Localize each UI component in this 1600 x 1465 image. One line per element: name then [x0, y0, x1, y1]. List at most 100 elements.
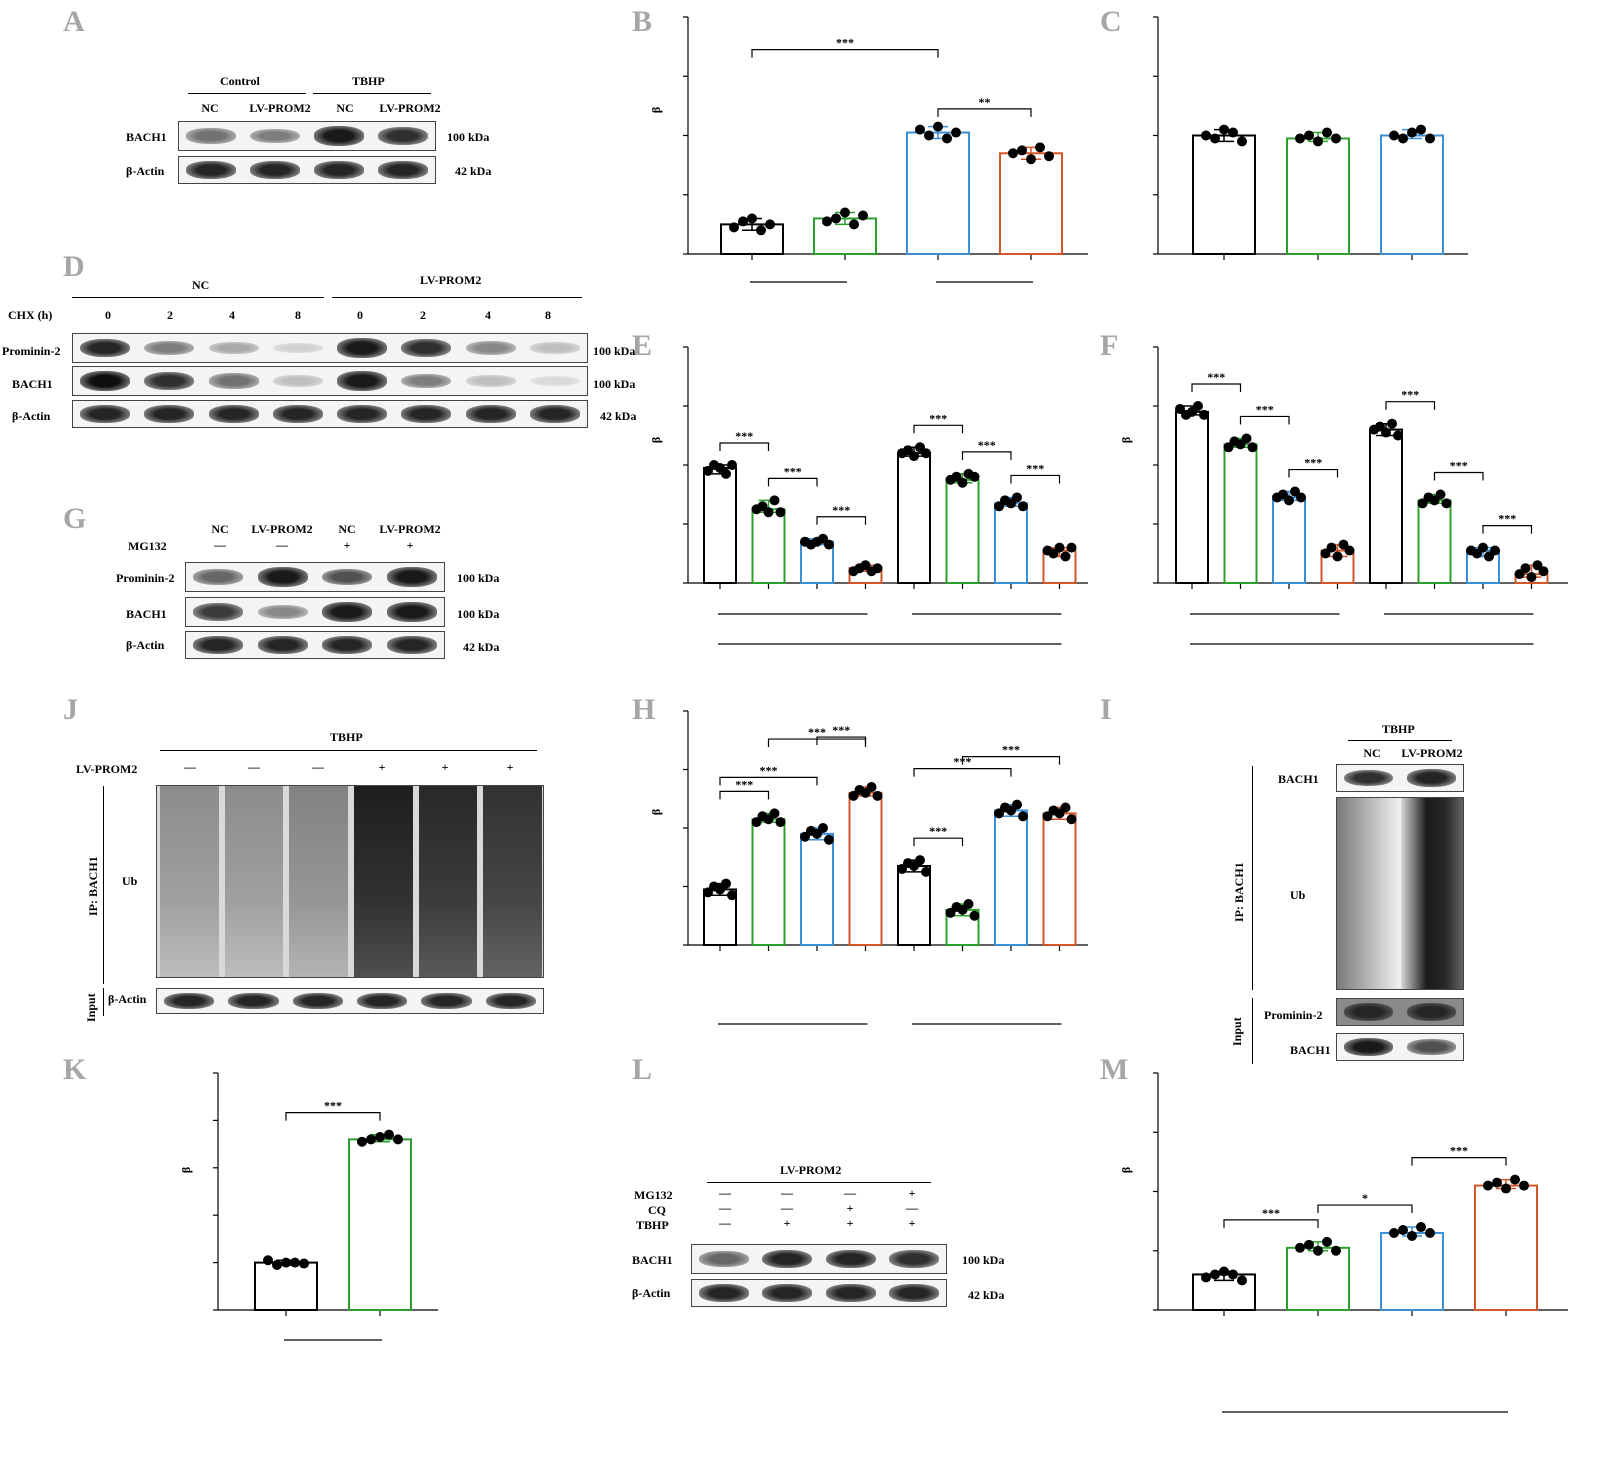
panel-g-blot-prominin2: [185, 562, 445, 592]
chart-c-point: [1425, 133, 1435, 144]
chart-k-sig-label: ***: [324, 1099, 342, 1113]
chart-h-point: [775, 817, 786, 828]
panel-g-blot-actin: [185, 631, 445, 659]
chart-b-point: [831, 213, 841, 224]
panel-l-treat: —: [719, 1216, 731, 1230]
chart-b-point: [729, 222, 739, 233]
panel-i-ub-smear: [1336, 797, 1464, 990]
chart-b-point: [1035, 142, 1045, 153]
panel-j-ub-label: Ub: [122, 874, 138, 888]
blot-band: [698, 1284, 749, 1302]
chart-h-point: [969, 910, 980, 921]
chart-e-sig-label: ***: [978, 438, 996, 452]
panel-j-actin-label: β-Actin: [108, 992, 147, 1006]
panel-l-blot-actin: [691, 1279, 947, 1307]
blot-band: [401, 338, 452, 358]
panel-a-col: LV-PROM2: [249, 101, 311, 115]
ub-smear-lane: [289, 786, 348, 977]
blot-band: [322, 568, 373, 586]
blot-band: [144, 340, 195, 356]
chart-m-point: [1201, 1272, 1211, 1283]
panel-d-group-line: [72, 297, 324, 298]
blot-band: [465, 375, 516, 387]
blot-band: [825, 1284, 876, 1302]
panel-j-ub-smear: [156, 785, 544, 978]
panel-i-input-bracket: [1252, 998, 1253, 1064]
blot-band: [322, 636, 373, 654]
chart-m-point: [1416, 1222, 1426, 1233]
chart-e-point: [921, 448, 931, 459]
blot-band: [257, 604, 308, 620]
chart-m-sig-label: *: [1362, 1191, 1368, 1205]
blot-band: [250, 128, 300, 144]
panel-j-lv: —: [184, 760, 196, 774]
panel-i-group: TBHP: [1382, 722, 1415, 736]
blot-band: [1343, 1003, 1394, 1021]
blot-band: [529, 405, 580, 423]
chart-e-sig-bracket: [961, 451, 1012, 460]
chart-b-sig-label: ***: [836, 36, 854, 50]
chart-k-sig-bracket: [285, 1112, 381, 1121]
panel-l-kda: 100 kDa: [962, 1253, 1005, 1267]
chart-m-point: [1228, 1269, 1238, 1280]
panel-i-row-label: BACH1: [1278, 772, 1319, 786]
chart-b-point: [822, 216, 832, 227]
chart-e-sig-label: ***: [1026, 461, 1044, 475]
chart-c-point: [1398, 133, 1408, 144]
panel-j-lv: —: [248, 760, 260, 774]
chart-m-point: [1219, 1266, 1229, 1277]
chart-k-point: [272, 1259, 282, 1270]
chart-e-point: [957, 477, 968, 488]
chart-b-point: [756, 225, 766, 236]
chart-f-point: [1296, 492, 1306, 503]
chart-h-point: [1060, 802, 1071, 813]
panel-d-time: 0: [105, 308, 111, 322]
panel-letter-h: H: [632, 693, 656, 726]
chart-b-point: [915, 124, 925, 135]
chart-f-sig-label: ***: [1207, 370, 1225, 384]
panel-g-kda: 100 kDa: [457, 571, 500, 585]
ub-smear-lane: [224, 786, 284, 977]
panel-g-mg132: —: [276, 538, 288, 552]
chart-c-bar: [1286, 137, 1350, 255]
chart-e-point: [775, 507, 786, 518]
panel-d-row-label: BACH1: [12, 377, 53, 391]
panel-l-group: LV-PROM2: [780, 1163, 842, 1177]
chart-e-bar: [703, 466, 737, 585]
ub-smear-lane: [483, 786, 542, 977]
blot-band: [825, 1249, 876, 1269]
chart-m-sig-label: ***: [1450, 1144, 1468, 1158]
chart-e-sig-label: ***: [832, 503, 850, 517]
blot-band: [228, 993, 279, 1009]
panel-a-kda: 42 kDa: [455, 164, 492, 178]
panel-letter-g: G: [63, 502, 87, 535]
chart-e-point: [824, 539, 834, 550]
panel-j-group: TBHP: [330, 730, 363, 744]
panel-g-mg132-label: MG132: [128, 539, 167, 553]
panel-letter-c: C: [1100, 5, 1122, 38]
chart-f-point: [1478, 542, 1488, 553]
panel-l-row-label: BACH1: [632, 1253, 673, 1267]
blot-band: [80, 371, 131, 391]
ub-smear-lane: [354, 786, 413, 977]
panel-l-treat: +: [783, 1216, 791, 1230]
blot-band: [401, 405, 452, 423]
chart-h-bar: [848, 791, 883, 947]
panel-j-lv: —: [312, 760, 324, 774]
chart-m-bar: [1286, 1246, 1350, 1311]
chart-k-point: [384, 1129, 394, 1140]
chart-h-point: [818, 823, 828, 833]
blot-band: [465, 340, 516, 356]
chart-b-point: [1008, 148, 1018, 159]
blot-band: [337, 371, 388, 391]
chart-c-point: [1313, 136, 1323, 147]
panel-j-lv: +: [378, 760, 386, 774]
panel-i-blot-bach1: [1336, 764, 1464, 792]
panel-a-col: LV-PROM2: [379, 101, 441, 115]
chart-b-point: [858, 210, 868, 221]
chart-b-point: [924, 130, 934, 141]
chart-m-bar: [1474, 1184, 1538, 1311]
chart-b-point: [1026, 154, 1036, 165]
chart-e-bar: [945, 478, 980, 584]
